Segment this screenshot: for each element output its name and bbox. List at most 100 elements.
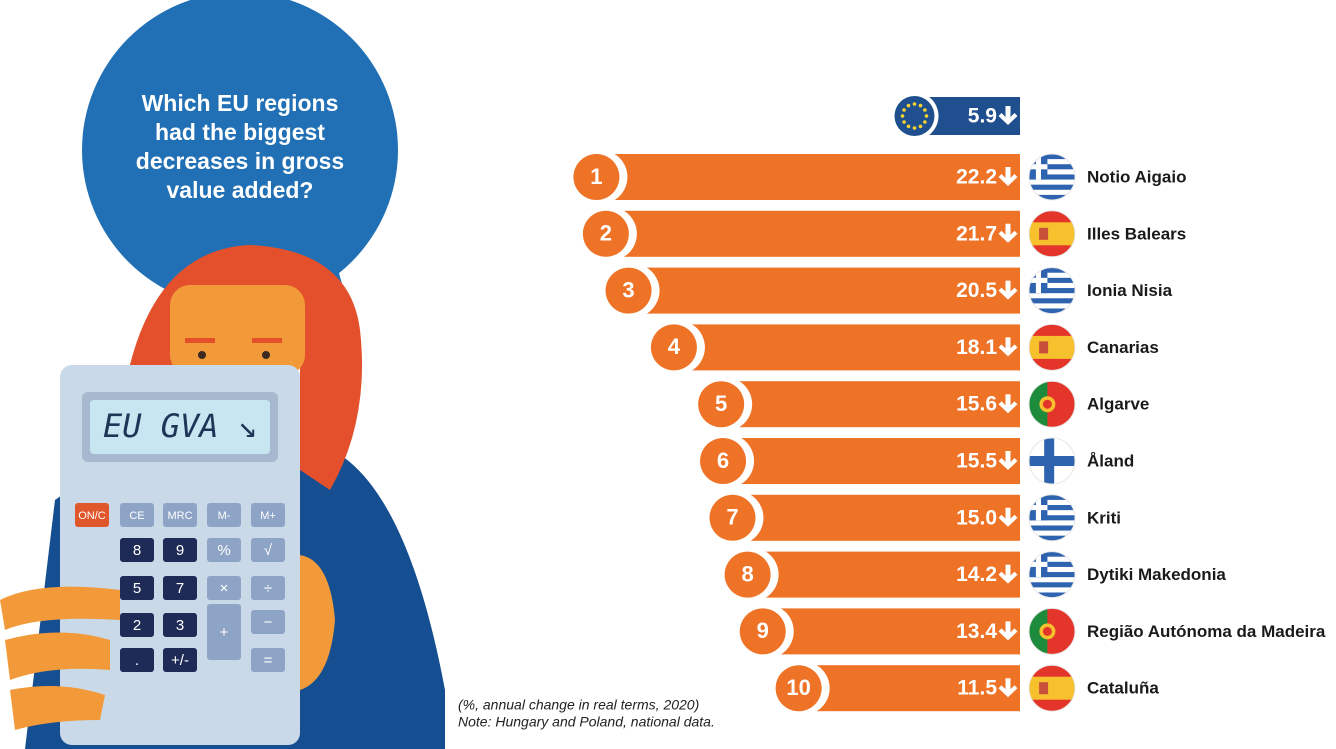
flag	[1029, 324, 1075, 371]
calc-key-label: 8	[133, 542, 141, 559]
calc-key-label: =	[264, 652, 273, 669]
flag-ring	[1028, 664, 1076, 712]
flag-part	[1029, 267, 1075, 273]
region-label: Illes Balears	[1087, 224, 1186, 243]
flag-ring	[1028, 494, 1076, 542]
bubble-text: decreases in gross	[136, 148, 344, 174]
value-label: 15.0	[956, 506, 997, 529]
rank-label: 8	[741, 561, 753, 586]
flag-part	[1035, 154, 1042, 180]
flag-part	[1029, 335, 1075, 359]
flag	[1029, 494, 1075, 541]
value-label: 18.1	[956, 336, 997, 359]
calc-key-label: %	[217, 542, 230, 559]
rank-label: 6	[717, 448, 729, 473]
calc-key	[120, 613, 154, 637]
rank-circle	[724, 551, 771, 598]
flag-ring	[1028, 210, 1076, 258]
display-text: EU GVA ↘	[103, 407, 257, 445]
calc-key	[163, 538, 197, 562]
down-arrow	[998, 223, 1018, 243]
rank-label: 10	[786, 675, 810, 700]
eu-star	[918, 103, 923, 108]
down-arrow	[998, 280, 1018, 300]
calc-key-label: −	[264, 614, 273, 631]
down-arrow	[998, 507, 1018, 527]
calc-key	[251, 610, 285, 634]
calc-key	[163, 503, 197, 527]
calc-key	[163, 613, 197, 637]
flag-part	[1042, 399, 1052, 409]
region-label: Canarias	[1087, 338, 1159, 357]
eye	[262, 351, 270, 359]
flag-part	[1029, 676, 1075, 700]
bubble-text: had the biggest	[155, 119, 325, 145]
bar	[802, 665, 1020, 712]
eu-star	[900, 114, 905, 118]
flag-part	[1029, 572, 1075, 578]
calc-key	[163, 576, 197, 600]
flag-part	[1029, 164, 1075, 170]
rank-label: 2	[600, 221, 612, 246]
flag	[1029, 608, 1075, 655]
bar	[600, 154, 1020, 200]
down-arrow	[998, 564, 1018, 584]
rank-circle	[709, 494, 756, 541]
region-label: Kriti	[1087, 508, 1121, 527]
eu-star	[923, 120, 927, 124]
calc-key-label: +/-	[171, 652, 189, 669]
calc-key-label: 2	[133, 617, 141, 634]
flag-ring	[1028, 153, 1076, 201]
flag-part	[1029, 551, 1075, 557]
rank-circle	[700, 438, 747, 484]
eu-star	[902, 120, 906, 124]
flag	[1029, 267, 1075, 314]
eye	[198, 351, 206, 359]
region-label: Região Autónoma da Madeira	[1087, 622, 1326, 641]
bar	[766, 608, 1020, 655]
calc-key-label: CE	[129, 510, 144, 522]
eu-star	[906, 124, 911, 129]
flag-part	[1029, 288, 1075, 294]
eu-star	[902, 108, 906, 112]
calc-key-label: ÷	[264, 580, 272, 597]
display	[90, 400, 270, 454]
calc-key	[251, 576, 285, 600]
calc-key	[251, 538, 285, 562]
flag-part	[1029, 505, 1075, 511]
calc-key-label: 3	[176, 617, 184, 634]
flag	[1029, 154, 1075, 200]
bar	[736, 494, 1020, 541]
region-label: Ionia Nisia	[1087, 281, 1173, 300]
rank-label: 3	[622, 277, 634, 302]
calc-key	[120, 538, 154, 562]
region-label: Algarve	[1087, 395, 1149, 414]
region-label: Notio Aigaio	[1087, 167, 1186, 186]
flag-part	[1029, 525, 1075, 531]
flag-ring	[1028, 607, 1076, 655]
value-label: 15.5	[956, 450, 997, 473]
flag-ring	[1028, 323, 1076, 371]
calc-key-label: M+	[260, 510, 276, 522]
eu-star	[912, 126, 917, 130]
down-arrow	[998, 451, 1018, 470]
eu-star	[912, 102, 917, 106]
down-arrow	[998, 394, 1018, 414]
calc-key-label: M-	[218, 510, 231, 522]
bubble-text: value added?	[167, 177, 314, 203]
rank-circle	[650, 324, 697, 371]
flag	[1029, 381, 1075, 428]
calc-key	[163, 648, 197, 672]
value-label: 21.7	[956, 222, 997, 245]
rank-circle	[573, 154, 620, 200]
eu-star	[924, 114, 929, 118]
flag-ring	[1028, 551, 1076, 599]
flag-part	[1029, 582, 1075, 588]
flag	[1029, 665, 1075, 712]
flag-part	[1029, 277, 1075, 283]
calc-key	[120, 648, 154, 672]
flag-part	[1029, 608, 1048, 655]
down-arrow	[998, 621, 1018, 641]
flag-ring	[1028, 267, 1076, 315]
